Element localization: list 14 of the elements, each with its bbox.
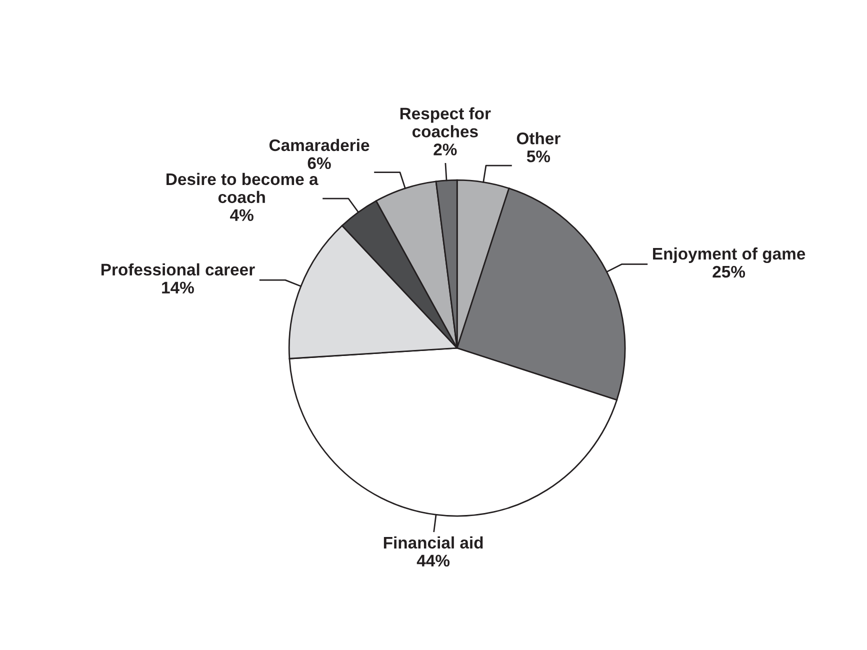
slice-label: Desire to become a coach xyxy=(166,172,318,204)
data-label: 4% xyxy=(230,209,254,221)
data-label: 14% xyxy=(162,282,194,294)
data-label: 6% xyxy=(308,157,331,170)
slice-label: Financial aid xyxy=(384,536,483,549)
slice-label: Professional career xyxy=(101,263,255,276)
slice-label: Respect for coaches xyxy=(400,107,491,138)
data-label: 44% xyxy=(416,554,450,567)
slice-label: Other xyxy=(516,132,560,144)
slice-label: Enjoyment of game xyxy=(653,247,806,264)
data-label: 25% xyxy=(712,266,746,278)
slice-label: Camaraderie xyxy=(269,138,370,152)
data-label: 2% xyxy=(434,144,457,156)
data-label: 5% xyxy=(526,150,550,162)
